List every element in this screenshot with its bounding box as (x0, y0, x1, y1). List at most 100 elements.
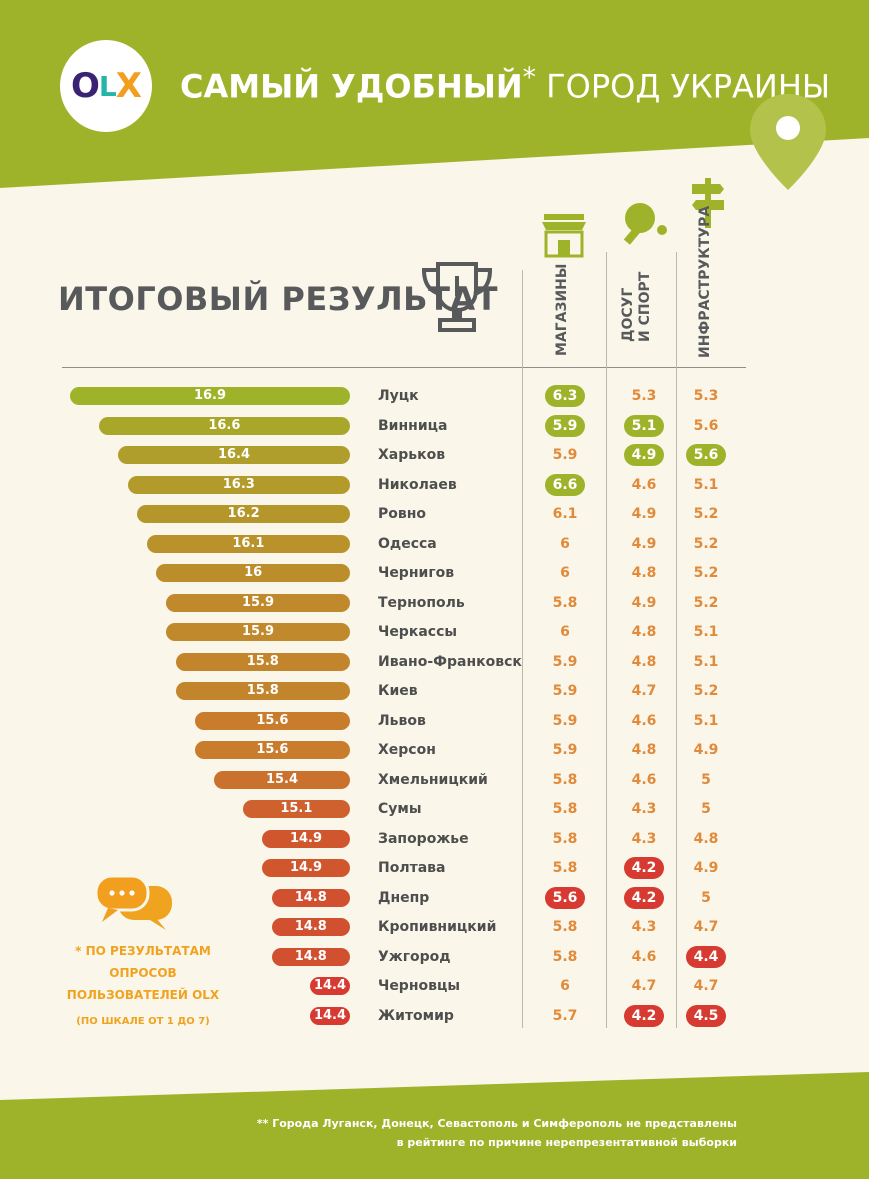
survey-note-line3: ПОЛЬЗОВАТЕЛЕЙ OLX (66, 988, 220, 1002)
section-title: ИТОГОВЫЙ РЕЗУЛЬТАТ (58, 280, 498, 318)
location-pin-icon (750, 94, 826, 190)
city-name: Сумы (378, 801, 422, 817)
category-score: 4.8 (631, 565, 657, 581)
table-row: 14.8 Днепр 5.6 4.2 5 (0, 887, 869, 909)
column-header-leisure: ДОСУГ И СПОРТ (620, 272, 654, 342)
category-score: 5.9 (552, 742, 578, 758)
table-row: 15.8 Киев 5.9 4.7 5.2 (0, 680, 869, 702)
category-score: 4.6 (631, 713, 657, 729)
total-score-bar: 15.9 (166, 623, 350, 641)
city-name: Ивано-Франковск (378, 654, 522, 670)
total-score-bar: 15.9 (166, 594, 350, 612)
category-score: 5.2 (693, 683, 719, 699)
survey-note: * ПО РЕЗУЛЬТАТАМ ОПРОСОВ ПОЛЬЗОВАТЕЛЕЙ O… (48, 940, 238, 1006)
city-name: Одесса (378, 536, 437, 552)
category-score: 5.8 (552, 949, 578, 965)
table-row: 14.4 Черновцы 6 4.7 4.7 (0, 975, 869, 997)
category-score: 5.3 (631, 388, 657, 404)
total-score-bar: 15.1 (242, 800, 350, 818)
table-row: 16.6 Винница 5.9 5.1 5.6 (0, 415, 869, 437)
table-row: 14.8 Ужгород 5.8 4.6 4.4 (0, 946, 869, 968)
category-score: 4.3 (631, 919, 657, 935)
total-score-bar: 15.4 (214, 771, 350, 789)
total-score-bar: 14.9 (262, 830, 350, 848)
survey-note-line2: ОПРОСОВ (109, 966, 177, 980)
category-score: 5.9 (552, 713, 578, 729)
city-name: Луцк (378, 388, 419, 404)
category-score: 5.2 (693, 536, 719, 552)
table-row: 15.6 Херсон 5.9 4.8 4.9 (0, 739, 869, 761)
city-name: Запорожье (378, 831, 469, 847)
category-score: 6 (560, 565, 570, 581)
category-score: 5.8 (552, 595, 578, 611)
city-name: Киев (378, 683, 418, 699)
table-row: 16.9 Луцк 6.3 5.3 5.3 (0, 385, 869, 407)
column-header-leisure-line2: И СПОРТ (637, 271, 653, 342)
column-divider (676, 252, 677, 1028)
category-score: 5.6 (686, 444, 726, 466)
city-name: Херсон (378, 742, 436, 758)
table-row: 14.9 Полтава 5.8 4.2 4.9 (0, 857, 869, 879)
category-score: 5.9 (552, 654, 578, 670)
category-score: 5.1 (693, 654, 719, 670)
category-score: 4.4 (686, 946, 726, 968)
table-row: 14.4 Житомир 5.7 4.2 4.5 (0, 1005, 869, 1027)
chat-bubbles-icon (94, 874, 172, 930)
category-score: 4.6 (631, 477, 657, 493)
city-name: Полтава (378, 860, 446, 876)
column-header-leisure-line1: ДОСУГ (620, 287, 636, 342)
category-score: 4.6 (631, 949, 657, 965)
category-score: 6.1 (552, 506, 578, 522)
city-name: Черкассы (378, 624, 458, 640)
title-star: * (522, 62, 536, 93)
category-score: 5.8 (552, 860, 578, 876)
signpost-icon (692, 178, 724, 228)
column-divider (522, 270, 523, 1028)
table-row: 16.1 Одесса 6 4.9 5.2 (0, 533, 869, 555)
category-score: 5.8 (552, 831, 578, 847)
total-score-bar: 15.6 (194, 712, 350, 730)
category-score: 4.2 (624, 1005, 664, 1027)
footnote-line2: в рейтинге по причине нерепрезентативной… (396, 1136, 737, 1149)
total-score-bar: 15.6 (194, 741, 350, 759)
category-score: 5.8 (552, 772, 578, 788)
category-score: 4.7 (631, 978, 657, 994)
total-score-bar: 14.8 (271, 948, 350, 966)
total-score-bar: 16.3 (127, 476, 350, 494)
city-name: Кропивницкий (378, 919, 497, 935)
total-score-bar: 16.6 (98, 417, 350, 435)
category-score: 5.1 (693, 624, 719, 640)
city-name: Ровно (378, 506, 427, 522)
table-row: 15.9 Черкассы 6 4.8 5.1 (0, 621, 869, 643)
column-header-shops: МАГАЗИНЫ (554, 263, 570, 356)
total-score-bar: 16.2 (137, 505, 350, 523)
column-divider (606, 252, 607, 1028)
category-score: 5.6 (693, 418, 719, 434)
category-score: 4.8 (631, 624, 657, 640)
category-score: 5.2 (693, 565, 719, 581)
category-score: 6.6 (545, 474, 585, 496)
category-score: 4.9 (693, 742, 719, 758)
category-score: 4.9 (693, 860, 719, 876)
table-row: 14.9 Запорожье 5.8 4.3 4.8 (0, 828, 869, 850)
city-name: Днепр (378, 890, 430, 906)
table-row: 15.8 Ивано-Франковск 5.9 4.8 5.1 (0, 651, 869, 673)
city-name: Николаев (378, 477, 457, 493)
category-score: 5.9 (545, 415, 585, 437)
table-row: 16.4 Харьков 5.9 4.9 5.6 (0, 444, 869, 466)
table-row: 16.3 Николаев 6.6 4.6 5.1 (0, 474, 869, 496)
total-score-bar: 14.4 (310, 1007, 350, 1025)
total-score-bar: 16 (156, 564, 350, 582)
category-score: 6.3 (545, 385, 585, 407)
ping-pong-icon (623, 203, 667, 245)
table-row: 16 Чернигов 6 4.8 5.2 (0, 562, 869, 584)
category-score: 5.2 (693, 506, 719, 522)
table-row: 15.4 Хмельницкий 5.8 4.6 5 (0, 769, 869, 791)
category-score: 4.8 (693, 831, 719, 847)
city-name: Чернигов (378, 565, 455, 581)
category-score: 4.9 (631, 536, 657, 552)
category-score: 4.7 (693, 919, 719, 935)
table-row: 15.1 Сумы 5.8 4.3 5 (0, 798, 869, 820)
category-score: 5.7 (552, 1008, 578, 1024)
